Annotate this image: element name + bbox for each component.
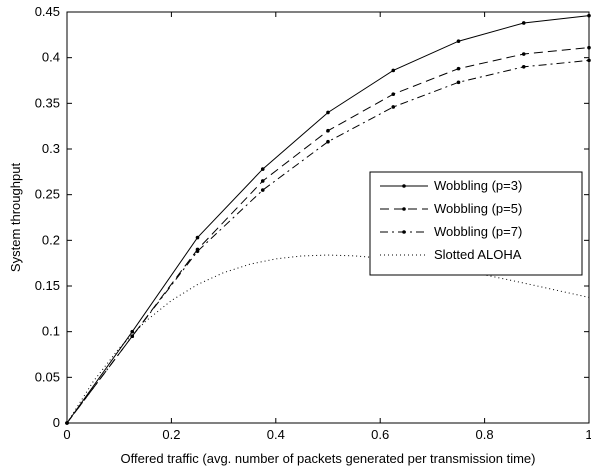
x-tick-label: 1 (585, 427, 591, 442)
y-tick-label: 0.45 (35, 4, 60, 19)
y-tick-label: 0.05 (35, 369, 60, 384)
data-point (195, 235, 200, 240)
y-tick-label: 0 (53, 415, 60, 430)
data-point (260, 167, 265, 171)
y-axis-label: System throughput (8, 163, 23, 273)
x-tick-label: 0.4 (267, 427, 285, 442)
data-point (326, 139, 330, 144)
legend-marker (402, 230, 406, 234)
data-point (456, 80, 461, 85)
y-tick-label: 0.2 (42, 232, 60, 247)
x-axis-label: Offered traffic (avg. number of packets … (121, 451, 536, 466)
data-point (521, 52, 526, 56)
y-tick-label: 0.35 (35, 95, 60, 110)
series-line (66, 59, 590, 424)
data-point (260, 179, 265, 183)
data-point (521, 21, 526, 25)
legend-label: Wobbling (p=7) (434, 224, 522, 239)
data-point (456, 39, 461, 44)
y-axis: 0 0.05 0.1 0.15 0.2 0.25 0.3 0.35 0.4 0.45 (35, 4, 589, 430)
legend: Wobbling (p=3) Wobbling (p=5) Wobbling (p=… (369, 171, 583, 276)
x-tick-label: 0 (63, 427, 70, 442)
data-point (260, 188, 265, 192)
data-point (130, 329, 135, 334)
data-point (587, 13, 591, 18)
x-tick-label: 0.8 (476, 427, 494, 442)
x-tick-label: 0.6 (371, 427, 389, 442)
y-tick-label: 0.4 (42, 50, 60, 65)
data-point (587, 45, 591, 50)
data-point (391, 105, 396, 109)
x-tick-label: 0.2 (162, 427, 180, 442)
legend-marker (402, 184, 406, 188)
legend-label: Slotted ALOHA (434, 247, 522, 262)
series-3 (65, 58, 591, 425)
legend-entry: Slotted ALOHA (380, 247, 522, 262)
y-tick-label: 0.25 (35, 187, 60, 202)
legend-label: Wobbling (p=3) (434, 178, 522, 193)
legend-entry: Wobbling (p=3) (380, 178, 522, 193)
data-point (195, 249, 200, 254)
data-point (587, 58, 591, 63)
legend-label: Wobbling (p=5) (434, 201, 522, 216)
y-tick-label: 0.3 (42, 141, 60, 156)
legend-entry: Wobbling (p=5) (380, 201, 522, 216)
data-point (391, 92, 396, 96)
data-point (326, 128, 330, 133)
legend-box (369, 171, 583, 276)
y-tick-label: 0.1 (42, 324, 60, 339)
data-point (130, 334, 135, 339)
data-point (326, 110, 330, 115)
y-tick-label: 0.15 (35, 278, 60, 293)
data-point (391, 68, 396, 73)
data-point (456, 66, 461, 71)
series-layer (65, 13, 591, 425)
data-point (521, 65, 526, 69)
legend-entry: Wobbling (p=7) (380, 224, 522, 239)
legend-marker (402, 207, 406, 211)
